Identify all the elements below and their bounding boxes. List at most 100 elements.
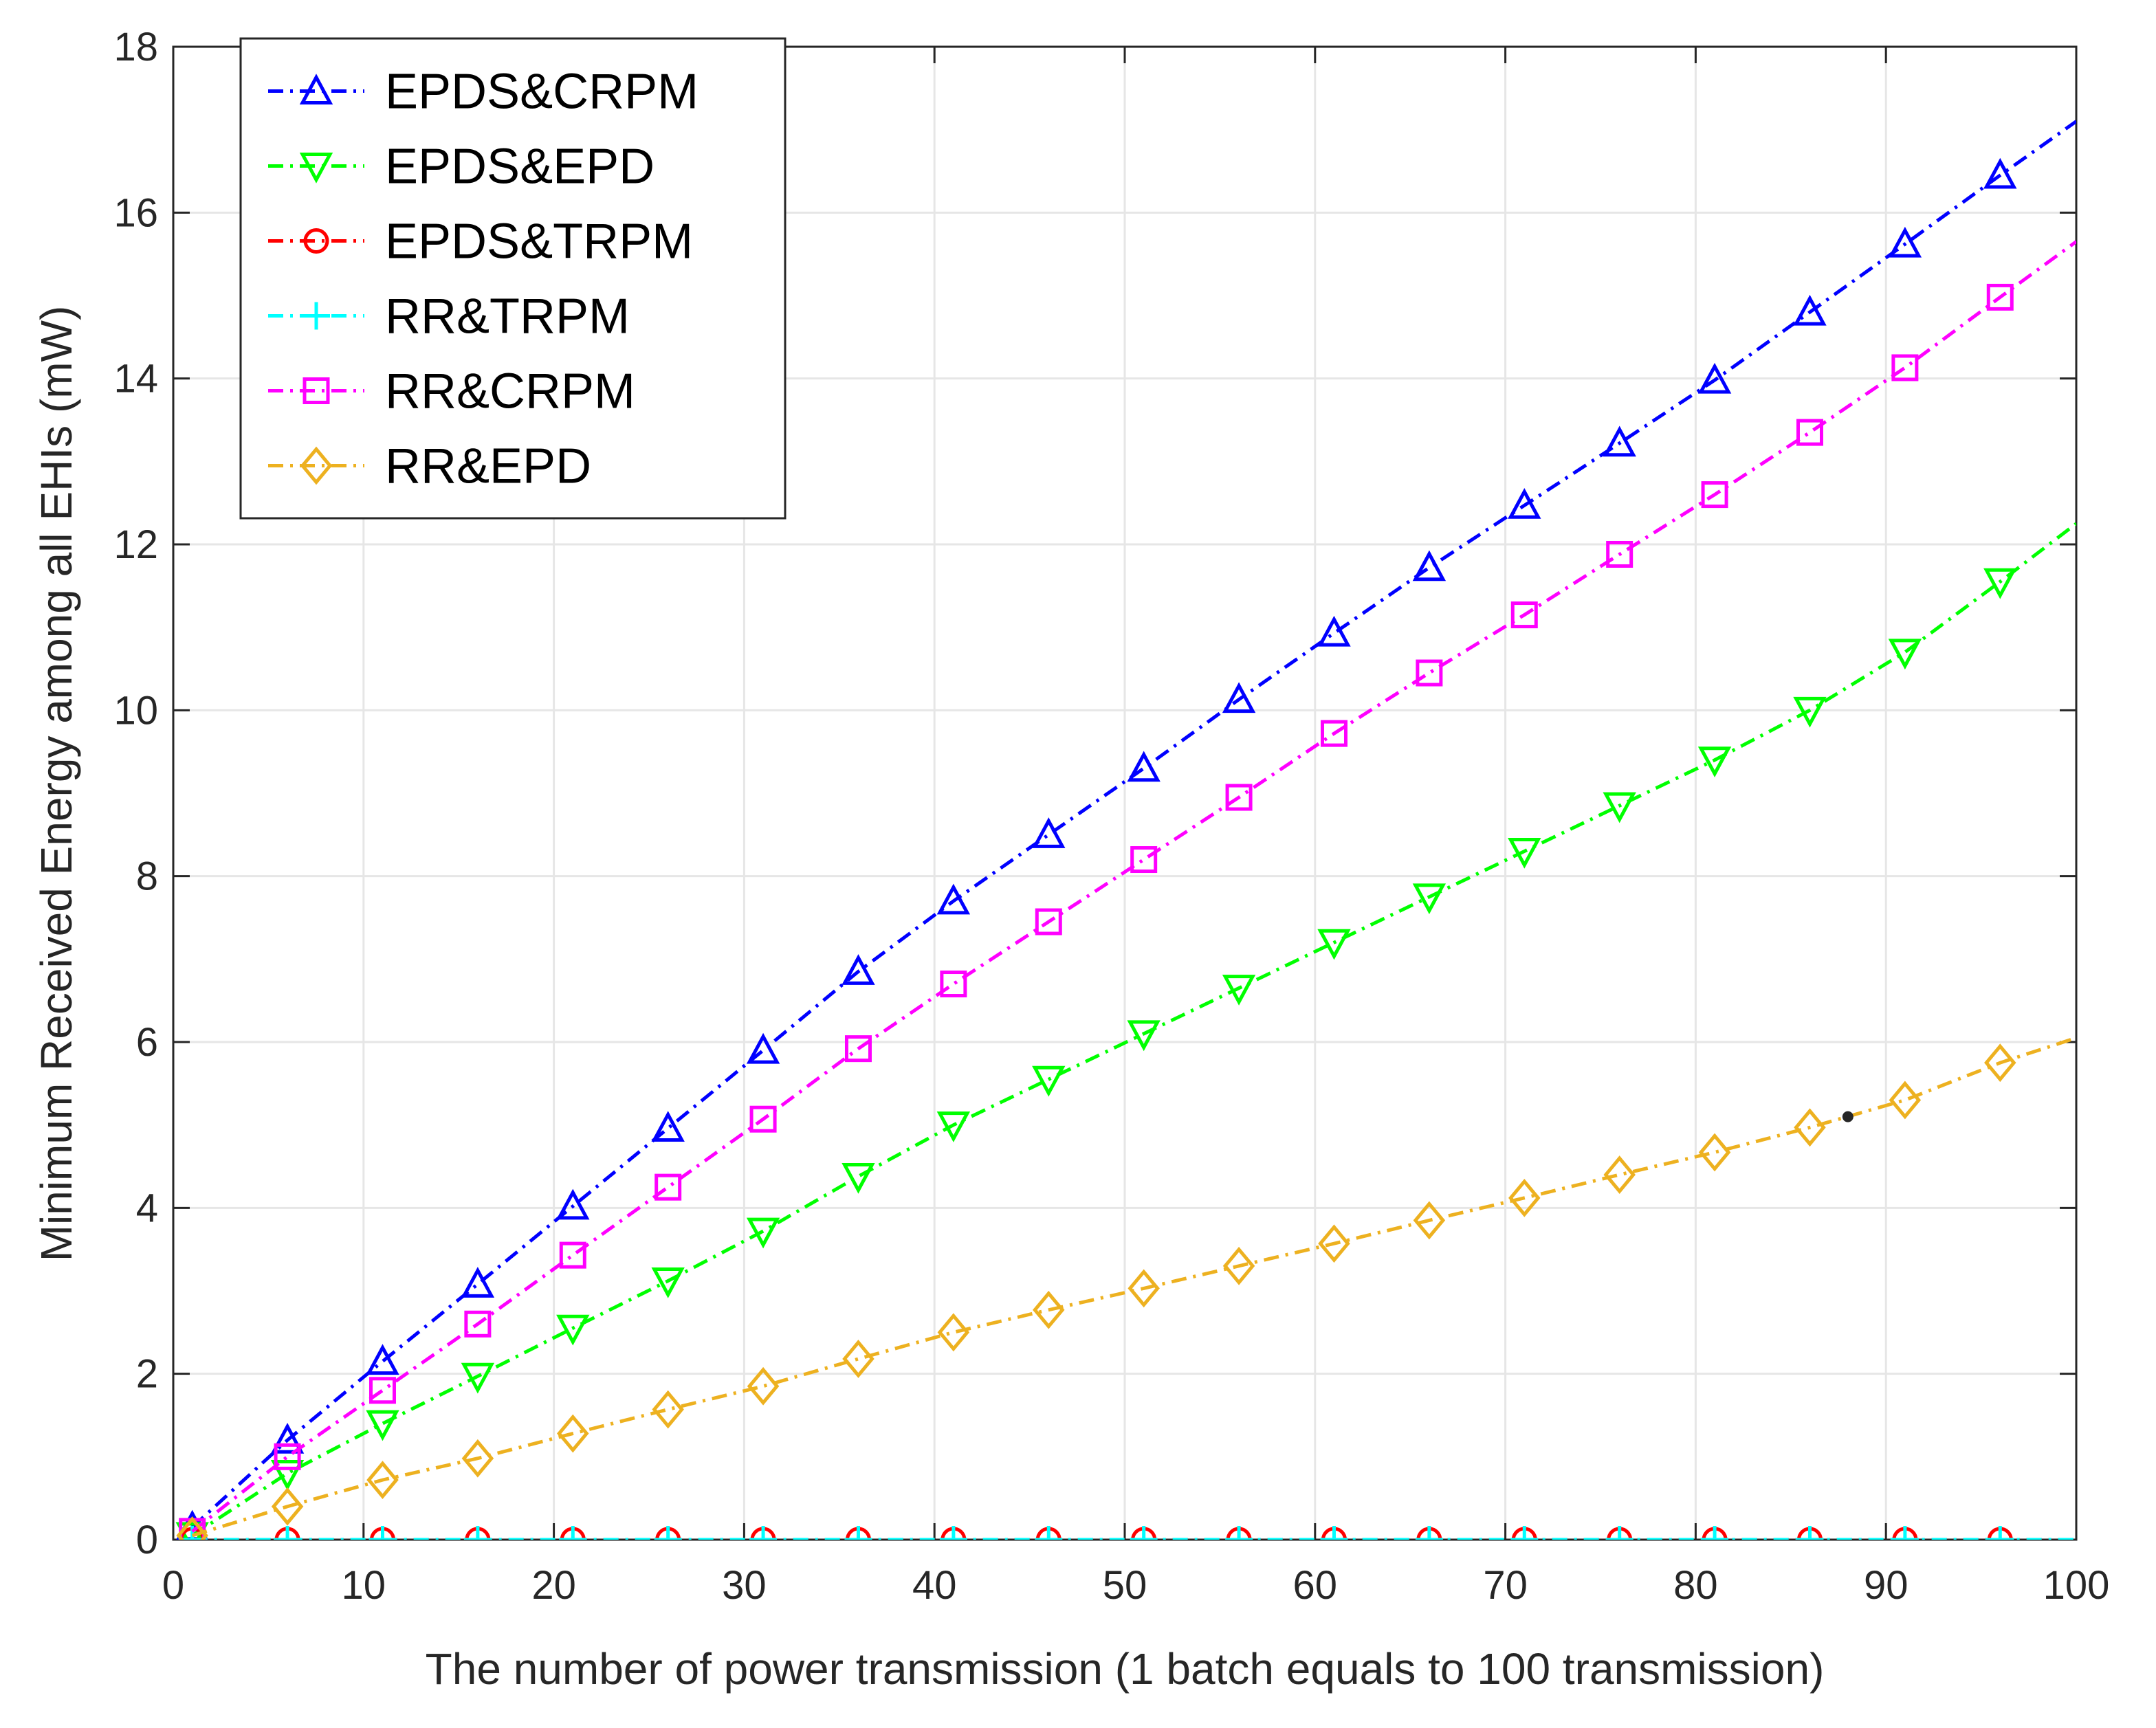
legend-item-rr-trpm: RR&TRPM — [268, 289, 630, 344]
series-line-epds-epd — [191, 522, 2076, 1538]
data-point-epds-epd — [1222, 975, 1256, 1006]
data-point-rr-epd — [1128, 1269, 1160, 1308]
data-point-epds-epd — [651, 1267, 685, 1298]
tick-labels: 0 10 20 30 40 50 60 70 80 90 100 0 2 4 6 8 10 12 14 16 18 — [113, 25, 2109, 1608]
data-point-rr-epd — [1413, 1201, 1446, 1240]
y-tick-label: 18 — [113, 25, 158, 69]
data-point-epds-epd — [1793, 696, 1827, 728]
series-line-rr-crpm — [191, 240, 2076, 1533]
data-point-rr-epd — [1508, 1178, 1541, 1217]
data-point-rr-epd — [1603, 1155, 1636, 1194]
data-point-rr-epd — [842, 1340, 874, 1378]
data-point-rr-trpm — [1320, 1526, 1348, 1540]
legend-item-rr-epd: RR&EPD — [268, 439, 591, 494]
data-point-rr-epd — [937, 1313, 970, 1352]
data-point-rr-epd — [1889, 1081, 1922, 1120]
legend-label: RR&CRPM — [385, 364, 635, 419]
data-point-epds-epd — [1508, 837, 1541, 869]
data-point-rr-crpm — [1130, 846, 1158, 874]
data-point-epds-epd — [1412, 883, 1446, 915]
data-point-rr-crpm — [1225, 784, 1253, 811]
series-line-rr-epd — [191, 1036, 2076, 1538]
series-rr-trpm — [178, 1526, 2076, 1540]
legend-item-epds-trpm: EPDS&TRPM — [268, 214, 693, 269]
data-point-rr-trpm — [1415, 1526, 1443, 1540]
legend-item-epds-epd: EPDS&EPD — [268, 140, 654, 195]
series-epds-epd — [175, 522, 2076, 1540]
data-point-rr-trpm — [1701, 1526, 1729, 1540]
data-point-epds-crpm — [1888, 226, 1922, 258]
data-point-epds-epd — [175, 1522, 209, 1540]
data-point-epds-epd — [842, 1162, 875, 1194]
legend-item-rr-crpm: RR&CRPM — [268, 364, 635, 419]
data-point-epds-crpm — [746, 1032, 780, 1064]
y-tick-label: 2 — [136, 1352, 158, 1397]
data-point-rr-trpm — [1035, 1526, 1063, 1540]
data-point-epds-crpm — [1697, 362, 1732, 394]
data-point-epds-epd — [270, 1459, 305, 1491]
data-point-rr-crpm — [749, 1105, 777, 1133]
data-point-rr-crpm — [1416, 659, 1443, 687]
series-line-epds-crpm — [190, 120, 2076, 1529]
data-point-rr-trpm — [1605, 1526, 1634, 1540]
data-point-epds-crpm — [1603, 425, 1636, 457]
legend-marker — [302, 302, 330, 330]
data-point-epds-crpm — [651, 1111, 685, 1142]
data-point-epds-epd — [366, 1410, 399, 1441]
data-point-rr-crpm — [1796, 419, 1823, 446]
x-tick-label: 50 — [1103, 1563, 1147, 1608]
data-point-rr-trpm — [1510, 1526, 1539, 1540]
data-point-epds-crpm — [461, 1267, 495, 1298]
data-point-epds-crpm — [270, 1422, 305, 1454]
data-point-epds-crpm — [1983, 157, 2017, 189]
data-point-rr-epd — [1984, 1043, 2016, 1083]
y-tick-label: 14 — [113, 357, 158, 401]
legend-item-epds-crpm: EPDS&CRPM — [268, 65, 698, 120]
data-point-rr-crpm — [274, 1443, 301, 1470]
y-tick-label: 8 — [136, 854, 158, 899]
x-tick-label: 100 — [2043, 1563, 2110, 1608]
data-point-rr-crpm — [1035, 908, 1062, 935]
series-layer — [175, 120, 2076, 1540]
data-point-epds-epd — [1603, 792, 1636, 823]
data-point-rr-trpm — [1130, 1526, 1158, 1540]
annotation-point — [1842, 1111, 1854, 1122]
y-tick-label: 16 — [113, 190, 158, 235]
y-tick-label: 10 — [113, 688, 158, 733]
legend-marker — [299, 74, 333, 104]
x-tick-label: 90 — [1864, 1563, 1908, 1608]
data-point-rr-trpm — [749, 1526, 778, 1540]
data-point-rr-trpm — [939, 1526, 967, 1540]
data-point-rr-crpm — [368, 1377, 396, 1404]
legend-label: EPDS&CRPM — [385, 65, 698, 120]
data-point-epds-crpm — [936, 883, 971, 915]
data-point-rr-crpm — [1320, 720, 1348, 747]
data-point-epds-crpm — [1412, 550, 1446, 581]
x-tick-label: 40 — [912, 1563, 957, 1608]
y-tick-label: 12 — [113, 522, 158, 567]
data-point-rr-trpm — [654, 1526, 682, 1540]
data-point-rr-trpm — [1891, 1526, 1919, 1540]
x-tick-label: 20 — [531, 1563, 576, 1608]
data-point-rr-trpm — [559, 1526, 587, 1540]
data-point-rr-epd — [1318, 1224, 1350, 1263]
data-point-rr-trpm — [1986, 1526, 2014, 1540]
data-point-rr-crpm — [1606, 540, 1634, 568]
x-tick-label: 70 — [1483, 1563, 1528, 1608]
x-tick-label: 10 — [342, 1563, 386, 1608]
data-point-epds-epd — [1888, 639, 1922, 670]
data-point-rr-epd — [461, 1439, 494, 1478]
data-point-epds-crpm — [1222, 682, 1256, 713]
legend: EPDS&CRPM EPDS&EPD EPDS&TRPM RR&TRPM RR&CRPM… — [239, 37, 786, 520]
data-point-rr-trpm — [274, 1526, 302, 1540]
data-point-epds-epd — [461, 1362, 495, 1394]
data-point-rr-epd — [747, 1366, 780, 1406]
legend-marker — [303, 228, 329, 254]
x-tick-label: 80 — [1673, 1563, 1718, 1608]
legend-label: RR&EPD — [385, 439, 591, 494]
data-point-epds-epd — [556, 1314, 590, 1346]
data-point-epds-crpm — [1793, 294, 1827, 326]
data-point-rr-crpm — [1701, 481, 1728, 509]
data-point-epds-epd — [936, 1111, 971, 1142]
data-point-rr-crpm — [844, 1035, 872, 1063]
